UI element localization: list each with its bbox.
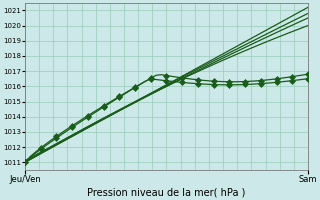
X-axis label: Pression niveau de la mer( hPa ): Pression niveau de la mer( hPa ) bbox=[87, 187, 246, 197]
